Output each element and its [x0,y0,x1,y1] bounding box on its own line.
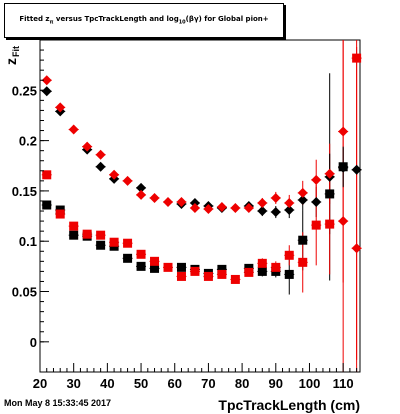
y-tick-label: 0.05 [12,285,37,300]
data-point-diamond [95,161,106,172]
data-point-square [150,256,160,266]
chart-title: Fitted zπ versus TpcTrackLength and log1… [19,15,269,26]
y-tick-label: 0.1 [19,234,37,249]
data-point-diamond [311,196,322,207]
data-point-diamond [284,205,295,216]
data-point-diamond [230,203,241,214]
data-point-diamond [189,203,200,214]
data-point-square [123,238,133,248]
data-point-diamond [284,197,295,208]
data-point-diamond [136,182,147,193]
data-point-diamond [270,207,281,218]
x-tick-label: 40 [100,376,114,391]
data-point-square [217,269,227,279]
data-point-diamond [297,187,308,198]
data-point-square [55,209,65,219]
chart-title-box: Fitted zπ versus TpcTrackLength and log1… [4,3,284,38]
data-point-diamond [82,141,93,152]
data-point-diamond [311,174,322,185]
data-point-square [325,189,335,199]
y-tick-label: 0.2 [19,134,37,149]
data-point-square [150,263,160,273]
x-tick-label: 80 [235,376,249,391]
data-point-diamond [351,164,362,175]
data-point-diamond [216,202,227,213]
x-tick-label: 110 [333,376,354,391]
data-point-diamond [297,194,308,205]
y-axis-title: zFit [3,46,21,65]
data-point-diamond [109,169,120,180]
data-point-square [257,266,267,276]
data-point-square [163,262,173,272]
data-point-square [271,262,281,272]
x-tick-label: 50 [134,376,148,391]
data-point-diamond [257,206,268,217]
data-point-square [42,200,52,210]
data-point-square [257,258,267,268]
data-point-square [284,269,294,279]
data-point-square [311,220,321,230]
data-point-diamond [136,189,147,200]
x-tick-label: 70 [201,376,215,391]
data-point-square [352,53,362,63]
data-point-square [136,249,146,259]
x-axis-title: TpcTrackLength (cm) [218,397,360,413]
data-point-diamond [257,197,268,208]
data-point-square [69,230,79,240]
data-point-diamond [68,124,79,135]
data-point-square [123,253,133,263]
data-point-diamond [324,168,335,179]
data-point-square [338,162,348,172]
data-point-square [298,257,308,267]
data-point-diamond [189,197,200,208]
data-point-square [190,266,200,276]
data-point-diamond [122,175,133,186]
plot-frame [39,39,361,373]
x-tick-label: 90 [269,376,283,391]
data-point-square [284,250,294,260]
data-point-square [96,230,106,240]
data-point-diamond [163,196,173,207]
x-tick-label: 60 [168,376,182,391]
data-point-square [298,235,308,245]
data-point-diamond [338,216,349,227]
data-point-diamond [351,243,362,254]
data-point-square [82,229,92,239]
data-point-square [217,264,227,274]
data-point-diamond [270,192,281,203]
data-point-square [109,237,119,247]
data-point-square [203,271,213,281]
data-point-square [176,262,186,272]
data-point-diamond [95,149,106,160]
data-point-diamond [243,203,254,214]
data-point-square [325,219,335,229]
data-point-diamond [41,86,52,97]
data-point-diamond [55,102,66,113]
x-tick-label: 20 [33,376,47,391]
data-point-diamond [338,126,349,137]
data-point-diamond [176,196,187,207]
data-point-square [42,170,52,180]
data-point-diamond [41,75,52,86]
data-point-square [136,261,146,271]
y-tick-label: 0 [30,335,37,350]
y-tick-label: 0.25 [12,83,37,98]
data-point-diamond [203,204,214,215]
x-tick-label: 30 [66,376,80,391]
data-point-square [69,221,79,231]
data-point-square [176,271,186,281]
x-tick-label: 100 [299,376,321,391]
timestamp-footer: Mon May 8 15:33:45 2017 [4,398,112,408]
y-tick-label: 0.15 [12,184,37,199]
data-point-square [230,274,240,284]
data-point-square [96,240,106,250]
data-point-square [244,267,254,277]
data-point-diamond [149,192,160,203]
